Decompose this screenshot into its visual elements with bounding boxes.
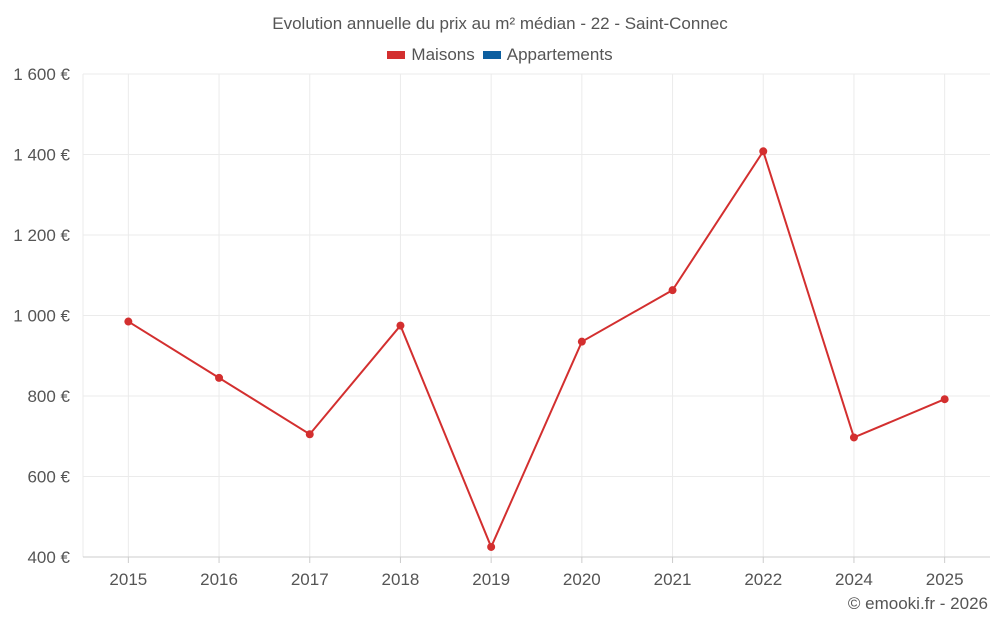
y-tick-label: 400 € <box>27 548 70 567</box>
legend-swatch-maisons <box>387 51 406 59</box>
legend-label-appartements: Appartements <box>506 45 613 64</box>
x-tick-label: 2016 <box>200 570 238 589</box>
data-point-maisons <box>940 395 949 404</box>
y-tick-label: 1 400 € <box>13 146 70 165</box>
data-point-maisons <box>396 321 405 330</box>
chart-title: Evolution annuelle du prix au m² médian … <box>272 14 728 33</box>
y-tick-label: 1 200 € <box>13 226 70 245</box>
y-tick-label: 1 000 € <box>13 307 70 326</box>
data-point-maisons <box>668 286 677 295</box>
data-point-maisons <box>487 542 496 551</box>
legend-item-maisons[interactable]: Maisons <box>387 45 475 65</box>
x-tick-label: 2021 <box>654 570 692 589</box>
y-tick-label: 800 € <box>27 387 70 406</box>
data-point-maisons <box>124 317 133 326</box>
copyright-footer: © emooki.fr - 2026 <box>847 594 988 613</box>
series-line-maisons <box>127 148 946 550</box>
legend: Maisons Appartements <box>0 45 1000 65</box>
data-point-maisons <box>577 337 586 346</box>
data-point-maisons <box>849 433 858 442</box>
data-point-maisons <box>305 430 314 439</box>
y-tick-label: 1 600 € <box>13 65 70 84</box>
x-tick-label: 2018 <box>382 570 420 589</box>
legend-swatch-appartements <box>482 51 501 59</box>
legend-label-maisons: Maisons <box>411 45 475 64</box>
legend-item-appartements[interactable]: Appartements <box>482 45 613 65</box>
x-tick-label: 2025 <box>926 570 964 589</box>
data-point-maisons <box>215 373 224 382</box>
x-tick-label: 2024 <box>835 570 873 589</box>
data-point-maisons <box>759 147 768 156</box>
y-tick-label: 600 € <box>27 468 70 487</box>
x-tick-label: 2019 <box>472 570 510 589</box>
x-tick-label: 2015 <box>109 570 147 589</box>
x-tick-label: 2020 <box>563 570 601 589</box>
x-tick-label: 2017 <box>291 570 329 589</box>
x-tick-label: 2022 <box>744 570 782 589</box>
